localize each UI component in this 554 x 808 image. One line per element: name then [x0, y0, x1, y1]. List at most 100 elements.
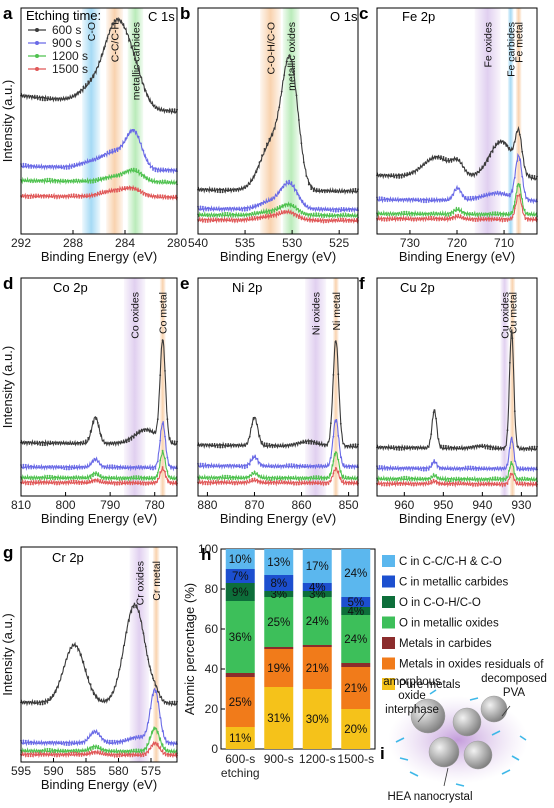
- series-point: [486, 194, 489, 197]
- series-point: [261, 154, 263, 157]
- series-point: [111, 23, 114, 26]
- bar-value-label: 3%: [309, 589, 326, 601]
- series-point: [300, 199, 303, 202]
- series-point: [70, 743, 73, 746]
- series-point: [123, 644, 126, 647]
- series-point: [202, 462, 204, 465]
- series-point: [385, 174, 388, 176]
- series-point: [445, 483, 447, 486]
- series-point: [108, 754, 111, 756]
- series-point: [378, 174, 381, 176]
- series-point: [270, 443, 273, 446]
- series-point: [166, 456, 169, 459]
- series-point: [63, 753, 66, 756]
- series-point: [149, 707, 152, 710]
- series-point: [381, 445, 383, 448]
- series-point: [39, 166, 42, 169]
- series-point: [147, 483, 150, 486]
- series-point: [130, 753, 133, 756]
- series-point: [60, 477, 63, 480]
- series-point: [140, 430, 142, 432]
- series-point: [425, 162, 428, 165]
- legend-swatch: [382, 678, 395, 690]
- series-point: [496, 476, 499, 479]
- series-point: [479, 479, 482, 482]
- series-point: [89, 481, 92, 483]
- panel-title: Cu 2p: [400, 280, 435, 295]
- series-point: [474, 220, 477, 223]
- series-point: [378, 483, 381, 486]
- series-point: [390, 214, 393, 216]
- series-point: [65, 744, 68, 746]
- series-point: [22, 754, 25, 757]
- series-point: [347, 218, 350, 221]
- series-point: [236, 477, 239, 479]
- series-point: [499, 447, 501, 450]
- series-point: [440, 466, 442, 469]
- series-point: [84, 739, 87, 742]
- series-point: [499, 484, 501, 487]
- series-point: [251, 207, 254, 210]
- series-point: [29, 478, 32, 480]
- bar-value-label: 9%: [232, 587, 249, 599]
- series-point: [290, 443, 293, 445]
- series-point: [474, 195, 477, 198]
- series-point: [99, 475, 102, 478]
- series-point: [491, 218, 494, 220]
- series-point: [408, 483, 410, 486]
- series-point: [87, 160, 90, 163]
- series-point: [518, 477, 521, 479]
- series-point: [437, 155, 440, 157]
- series-point: [315, 219, 318, 222]
- bar-segment-pure-metals: [225, 727, 255, 749]
- series-point: [403, 475, 405, 478]
- series-point: [56, 465, 58, 468]
- series-point: [332, 215, 335, 217]
- series-point: [34, 97, 37, 99]
- series-point: [96, 733, 99, 735]
- series-point: [132, 753, 135, 756]
- series-point: [199, 205, 202, 208]
- series-point: [352, 482, 354, 485]
- series-point: [173, 196, 176, 199]
- series-point: [168, 108, 171, 111]
- series-point: [113, 477, 116, 480]
- series-point: [283, 464, 286, 467]
- series-point: [403, 198, 405, 201]
- series-point: [518, 133, 521, 136]
- band-fe-metal: [515, 8, 522, 234]
- series-point: [51, 442, 54, 445]
- series-line-600-s: [197, 340, 359, 450]
- series-point: [521, 476, 524, 479]
- series-point: [405, 447, 408, 450]
- series-point: [413, 467, 415, 469]
- series-point: [171, 169, 174, 171]
- series-point: [285, 481, 288, 484]
- series-point: [528, 483, 531, 485]
- series-point: [41, 99, 44, 102]
- series-point: [383, 478, 386, 481]
- series-point: [27, 477, 30, 480]
- series-point: [400, 176, 403, 179]
- series-point: [238, 477, 241, 480]
- series-point: [491, 467, 494, 469]
- series-point: [53, 441, 56, 444]
- series-point: [298, 441, 300, 444]
- series-point: [390, 447, 393, 450]
- series-point: [435, 155, 437, 158]
- series-point: [116, 678, 118, 681]
- series-point: [494, 191, 497, 194]
- series-point: [149, 482, 152, 485]
- series-point: [467, 478, 469, 480]
- series-point: [58, 97, 61, 100]
- series-point: [156, 700, 159, 703]
- series-point: [154, 432, 157, 434]
- series-point: [60, 743, 63, 745]
- series-point: [224, 218, 227, 221]
- series-point: [226, 445, 229, 448]
- series-point: [270, 199, 273, 202]
- series-point: [96, 478, 99, 481]
- band-label: C-O: [86, 22, 98, 41]
- series-point: [273, 127, 276, 130]
